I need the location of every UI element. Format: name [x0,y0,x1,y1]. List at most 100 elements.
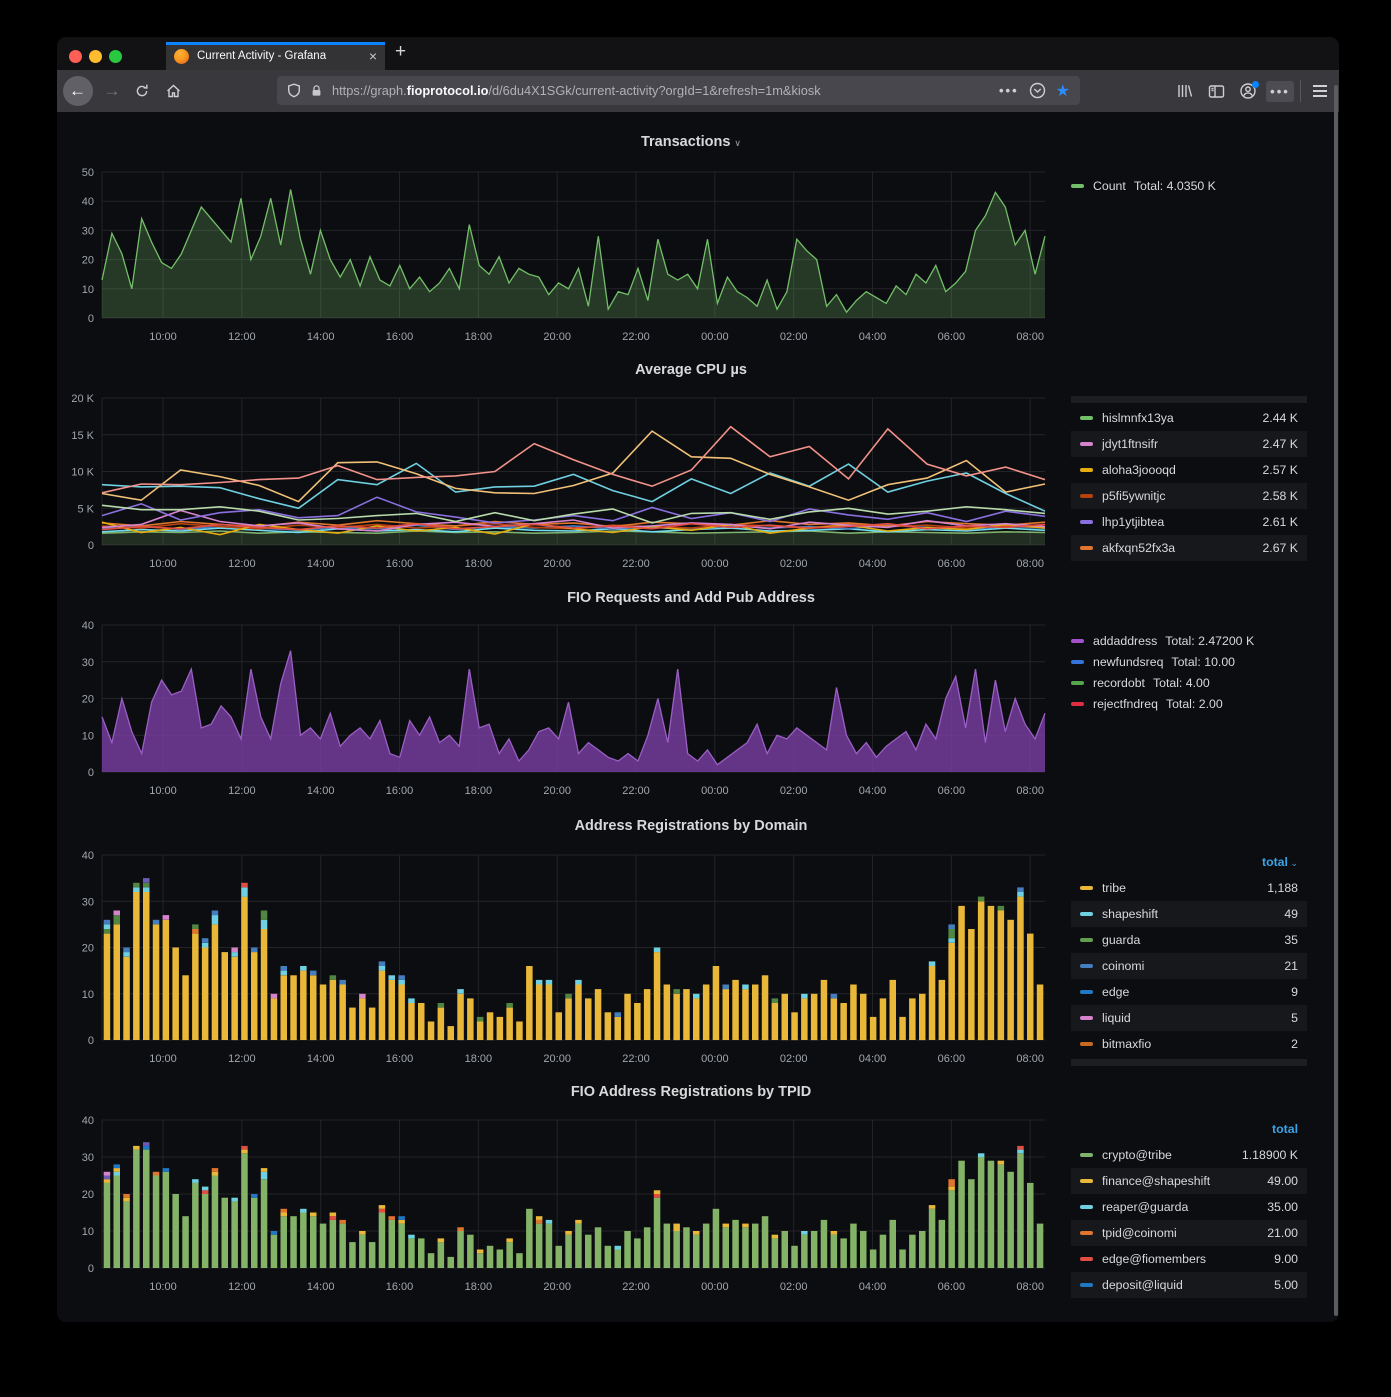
transactions-legend[interactable]: Count Total: 4.0350 K [1071,175,1307,196]
scrollbar[interactable] [1334,85,1338,1316]
pocket-icon[interactable] [1029,82,1046,99]
svg-text:22:00: 22:00 [622,1281,650,1293]
close-window-button[interactable] [69,50,82,63]
series-label: recordobt [1093,675,1145,690]
series-label: tpid@coinomi [1102,1226,1177,1240]
url-text[interactable]: https://graph.fioprotocol.io/d/6du4X1SGk… [332,83,821,98]
fio-requests-chart[interactable]: 10:00 12:00 14:00 16:00 18:00 20:00 22:00 00:00… [57,613,1052,802]
sidebar-button[interactable] [1201,70,1231,112]
url-bar[interactable]: https://graph.fioprotocol.io/d/6du4X1SGk… [277,76,1080,105]
series-color-swatch-icon [1080,442,1093,446]
fio-requests-legend[interactable]: addaddress Total: 2.47200 K newfundsreq Tot… [1071,630,1307,714]
panel-title-domain[interactable]: Address Registrations by Domain [574,818,808,834]
series-value: 49.00 [1267,1174,1298,1188]
panel-title-fio-requests[interactable]: FIO Requests and Add Pub Address [567,590,815,606]
transactions-chart[interactable]: 10:00 12:00 14:00 16:00 18:00 20:00 22:00 00:00… [57,160,1052,348]
page-actions-icon[interactable]: ••• [999,83,1019,98]
legend-row[interactable]: aloha3joooqd 2.57 K [1071,457,1307,483]
legend-row[interactable]: coinomi 21 [1071,953,1307,979]
svg-text:40: 40 [82,620,94,632]
svg-text:04:00: 04:00 [859,558,887,570]
series-color-swatch-icon [1080,912,1093,916]
window-controls[interactable] [69,50,122,63]
legend-row[interactable]: edge@fiomembers 9.00 [1071,1246,1307,1272]
legend-row[interactable]: tpid@coinomi 21.00 [1071,1220,1307,1246]
svg-text:10: 10 [82,730,94,742]
series-color-swatch-icon [1080,494,1093,498]
panel-title-transactions[interactable]: Transactions ∨ [640,134,742,150]
menu-button[interactable] [1305,70,1335,112]
browser-tab[interactable]: Current Activity - Grafana × [166,42,385,70]
legend-row[interactable]: recordobt Total: 4.00 [1071,672,1307,693]
panel-title-tpid[interactable]: FIO Address Registrations by TPID [570,1084,812,1100]
domain-registrations-chart[interactable]: 10:00 12:00 14:00 16:00 18:00 20:00 22:00 00:00… [57,843,1052,1070]
cpu-legend[interactable]: hislmnfx13ya 2.44 K jdyt1ftnsifr 2.47 K aloh… [1071,396,1307,561]
series-label: guarda [1102,933,1141,947]
bookmark-star-icon[interactable]: ★ [1055,82,1070,100]
svg-text:20:00: 20:00 [543,331,571,343]
svg-text:18:00: 18:00 [465,785,493,797]
back-button[interactable]: ← [62,70,93,112]
series-value: Total: 2.47200 K [1165,633,1255,648]
series-color-swatch-icon [1080,1016,1093,1020]
minimize-window-button[interactable] [89,50,102,63]
svg-text:30: 30 [82,225,94,237]
legend-row[interactable]: jdyt1ftnsifr 2.47 K [1071,431,1307,457]
svg-text:0: 0 [88,313,94,325]
series-value: 5.00 [1274,1278,1298,1292]
svg-text:02:00: 02:00 [780,1053,808,1065]
svg-text:08:00: 08:00 [1016,785,1044,797]
forward-button[interactable]: → [103,81,121,100]
cpu-chart[interactable]: 10:00 12:00 14:00 16:00 18:00 20:00 22:00 00:00… [57,386,1052,575]
back-arrow-icon: ← [69,81,86,100]
legend-row[interactable]: shapeshift 49 [1071,901,1307,927]
svg-text:20:00: 20:00 [543,1281,571,1293]
legend-row[interactable]: tribe 1,188 [1071,875,1307,901]
legend-row[interactable]: akfxqn52fx3a 2.67 K [1071,535,1307,561]
reload-button[interactable] [129,70,155,112]
home-button[interactable] [159,70,187,112]
svg-text:12:00: 12:00 [228,1053,256,1065]
svg-text:50: 50 [82,167,94,179]
legend-row[interactable]: addaddress Total: 2.47200 K [1071,630,1307,651]
series-label: akfxqn52fx3a [1102,541,1176,555]
legend-row[interactable]: guarda 35 [1071,927,1307,953]
legend-row[interactable]: liquid 5 [1071,1005,1307,1031]
legend-sort-header[interactable]: total ⌄ [1261,855,1298,869]
legend-row[interactable]: crypto@tribe 1.18900 K [1071,1142,1307,1168]
close-tab-icon[interactable]: × [368,48,377,64]
new-tab-button[interactable]: + [395,41,407,62]
tpid-registrations-chart[interactable]: 10:00 12:00 14:00 16:00 18:00 20:00 22:00 00:00… [57,1108,1052,1298]
legend-row[interactable]: finance@shapeshift 49.00 [1071,1168,1307,1194]
legend-row[interactable]: Count Total: 4.0350 K [1071,175,1307,196]
library-button[interactable] [1169,70,1199,112]
tpid-legend[interactable]: total crypto@tribe 1.18900 K finance@shapes… [1071,1118,1307,1298]
legend-row[interactable]: p5fi5ywnitjc 2.58 K [1071,483,1307,509]
maximize-window-button[interactable] [109,50,122,63]
svg-text:20:00: 20:00 [543,558,571,570]
account-button[interactable] [1233,70,1263,112]
legend-row[interactable]: edge 9 [1071,979,1307,1005]
series-color-swatch-icon [1080,1042,1093,1046]
panel-dropdown-chevron-icon: ∨ [734,138,742,148]
svg-text:08:00: 08:00 [1016,1053,1044,1065]
svg-text:20: 20 [82,255,94,267]
series-label: liquid [1102,1011,1131,1025]
grafana-favicon-icon [174,48,189,64]
series-value: 5 [1291,1011,1298,1025]
legend-row[interactable]: rejectfndreq Total: 2.00 [1071,693,1307,714]
legend-row[interactable]: lhp1ytjibtea 2.61 K [1071,509,1307,535]
home-icon [166,84,180,98]
extensions-button[interactable]: ••• [1265,70,1295,112]
legend-sort-header[interactable]: total [1272,1122,1298,1136]
legend-row[interactable]: bitmaxfio 2 [1071,1031,1307,1057]
legend-row[interactable]: newfundsreq Total: 10.00 [1071,651,1307,672]
series-label: addaddress [1093,633,1158,648]
legend-row[interactable]: hislmnfx13ya 2.44 K [1071,405,1307,431]
legend-row[interactable]: reaper@guarda 35.00 [1071,1194,1307,1220]
panel-title-cpu[interactable]: Average CPU µs [635,362,747,378]
series-label: shapeshift [1102,907,1159,921]
svg-text:14:00: 14:00 [307,558,335,570]
legend-row[interactable]: deposit@liquid 5.00 [1071,1272,1307,1298]
domain-legend[interactable]: total ⌄ tribe 1,188 shapeshift 49 guarda 35 coi… [1071,851,1307,1068]
